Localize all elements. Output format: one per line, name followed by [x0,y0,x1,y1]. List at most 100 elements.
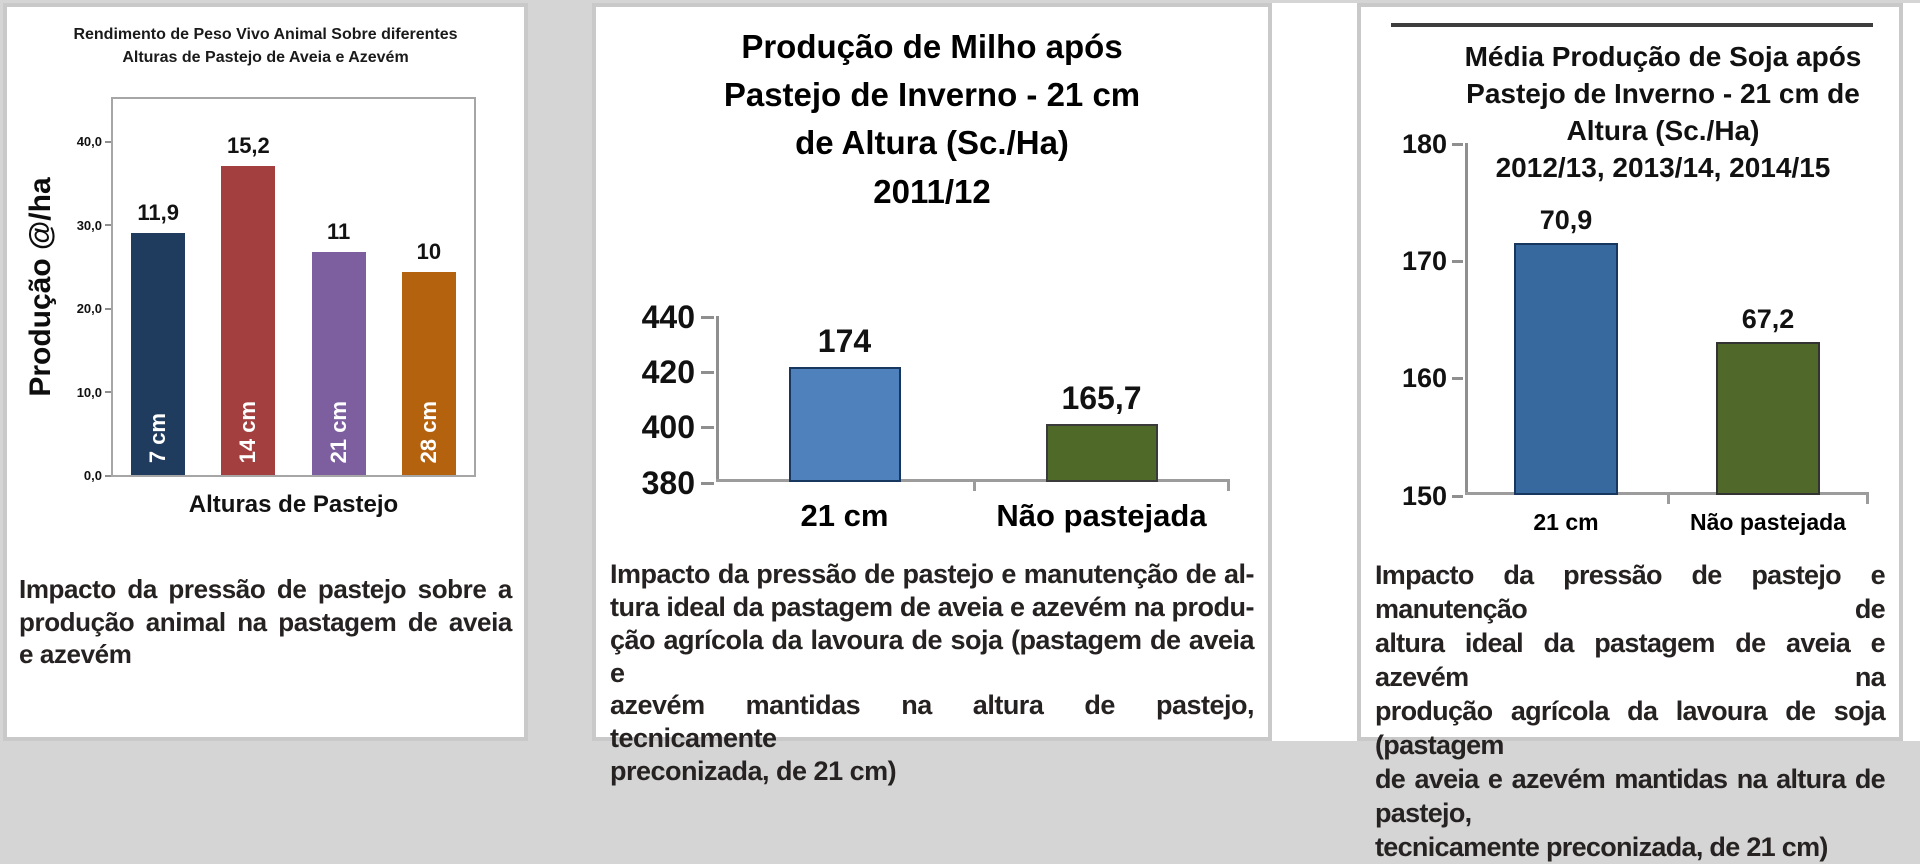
title-line: Pastejo de Inverno - 21 cm de [1466,77,1860,109]
chart-area-soja: 150 160 170 180 70,9 67,2 [1402,129,1869,511]
x-category-labels: 21 cm Não pastejada [716,498,1230,534]
y-tick-label: 420 [641,353,695,390]
bar-nao-pastejada-milho: 165,7 [1045,316,1158,482]
title-line: Produção de Milho após [741,28,1123,65]
bar-category-label: 14 cm [235,400,261,464]
bar-fill [1045,423,1158,482]
caption-line: azevém mantidas na altura de pastejo, te… [610,690,1255,754]
caption-line: ção agrícola da lavoura de soja (pastage… [610,624,1255,688]
title-line: 2012/13, 2013/14, 2014/15 [1495,151,1831,183]
bar-category-label: 28 cm [415,400,441,464]
y-axis-tick: 0,0 [84,468,111,483]
gray-gap [528,3,592,741]
y-tick-label: 380 [641,464,695,501]
x-category-label: 21 cm [1533,508,1599,535]
caption-line: tecnicamente preconizada, de 21 cm) [1375,831,1828,862]
y-axis-tick: 400 [642,409,714,446]
y-axis-tick: 420 [642,354,714,391]
title-line: Pastejo de Inverno - 21 cm [723,76,1141,114]
chart-area-liveweight: Produção @/ha 0,0 10,0 20,0 30,0 40,0 11… [24,97,476,483]
title-line: Altura (Sc./Ha) [1566,114,1760,146]
bar-value-label: 174 [817,322,872,359]
caption-line: Impacto da pressão de pastejo sobre a [19,574,512,605]
x-category-label: 21 cm [800,497,889,533]
y-tick-label: 160 [1401,363,1447,394]
y-tick-label: 10,0 [76,384,102,400]
caption-line: tura ideal da pastagem de aveia e azevém… [610,591,1255,622]
bar-fill [401,272,456,476]
bar-category-label: 21 cm [325,400,351,464]
bar-21cm-soja: 70,9 [1514,143,1618,495]
bar-value-label: 11,9 [137,200,179,226]
white-gap [1272,3,1357,741]
caption-line: preconizada, de 21 cm) [610,756,897,787]
plot-box: 0,0 10,0 20,0 30,0 40,0 11,9 7 cm 15,2 1… [77,97,476,483]
y-axis-tick: 170 [1402,246,1463,277]
y-axis-label: Produção @/ha [24,177,57,398]
bar-fill [1716,342,1820,495]
caption-line: Impacto da pressão de pastejo e manutenç… [610,558,1255,589]
bar-21cm: 11 21 cm [311,99,366,476]
caption-line: altura ideal da pastagem de aveia e azev… [1375,627,1886,692]
y-axis-tick: 440 [642,299,714,336]
y-tick-label: 440 [641,298,695,335]
caption-liveweight: Impacto da pressão de pastejo sobre a pr… [7,573,524,670]
bar-14cm: 15,2 14 cm [221,99,276,476]
x-category-labels: 21 cm Não pastejada [1465,509,1869,536]
caption-soja: Impacto da pressão de pastejo e manutenç… [1361,558,1899,864]
caption-line: de aveia e azevém mantidas na altura de … [1375,763,1886,828]
x-axis-line [716,478,1230,482]
caption-milho: Impacto da pressão de pastejo e manutenç… [596,558,1268,789]
y-tick-label: 0,0 [83,468,102,484]
chart-title-soja: Média Produção de Soja após Pastejo de I… [1439,39,1887,187]
chart-title-milho: Produção de Milho após Pastejo de Invern… [596,23,1268,216]
y-axis-line [1465,142,1468,495]
chart-title-liveweight: Rendimento de Peso Vivo Animal Sobre dif… [7,23,524,69]
y-axis-tick: 380 [642,465,714,502]
y-tick-label: 170 [1401,245,1447,276]
y-axis-tick: 150 [1402,481,1463,512]
x-tick [1667,494,1670,504]
bar-value-label: 15,2 [226,133,270,159]
bar-value-label: 11 [326,219,351,245]
white-right-margin [1903,3,1920,741]
y-tick-label: 400 [641,409,695,446]
bar-fill [1514,242,1618,495]
y-axis-tick: 180 [1402,129,1463,160]
x-tick [1227,481,1230,491]
x-tick [1866,494,1869,504]
bar-28cm: 10 28 cm [401,99,456,476]
y-axis-line [716,315,719,482]
bar-21cm-milho: 174 [788,316,901,482]
y-tick-label: 40,0 [76,134,102,150]
caption-line: produção animal na pastagem de aveia [19,606,512,637]
bars-group: 70,9 67,2 [1465,143,1869,495]
x-axis-line [1465,491,1869,495]
bar-fill [311,252,366,476]
y-axis-tick: 20,0 [77,301,111,316]
bar-value-label: 70,9 [1539,204,1593,235]
bars-group: 11,9 7 cm 15,2 14 cm 11 21 cm [113,99,474,476]
caption-line: produção agrícola da lavoura de soja (pa… [1375,695,1886,760]
panel-soja: Média Produção de Soja após Pastejo de I… [1357,3,1903,862]
x-category-label: Não pastejada [996,497,1207,533]
title-line: 2011/12 [873,172,991,210]
x-axis-label: Alturas de Pastejo [188,491,399,519]
bar-nao-pastejada-soja: 67,2 [1716,143,1820,495]
bar-fill [788,366,901,482]
bar-category-label: 7 cm [145,413,171,464]
caption-line: e azevém [19,638,132,669]
x-category-label: Não pastejada [1690,508,1846,535]
bar-fill [221,166,276,476]
x-tick [973,481,976,491]
title-line: Rendimento de Peso Vivo Animal Sobre dif… [73,26,458,43]
y-axis-tick: 160 [1402,363,1463,394]
bar-value-label: 165,7 [1061,379,1142,416]
panel-animal-liveweight: Rendimento de Peso Vivo Animal Sobre dif… [3,3,528,741]
bars-group: 174 165,7 [716,316,1230,482]
y-tick-label: 20,0 [76,301,102,317]
bar-fill [131,233,186,476]
y-axis-tick: 40,0 [77,134,111,149]
panel-milho: Produção de Milho após Pastejo de Invern… [592,3,1272,786]
y-tick-label: 150 [1401,480,1447,511]
